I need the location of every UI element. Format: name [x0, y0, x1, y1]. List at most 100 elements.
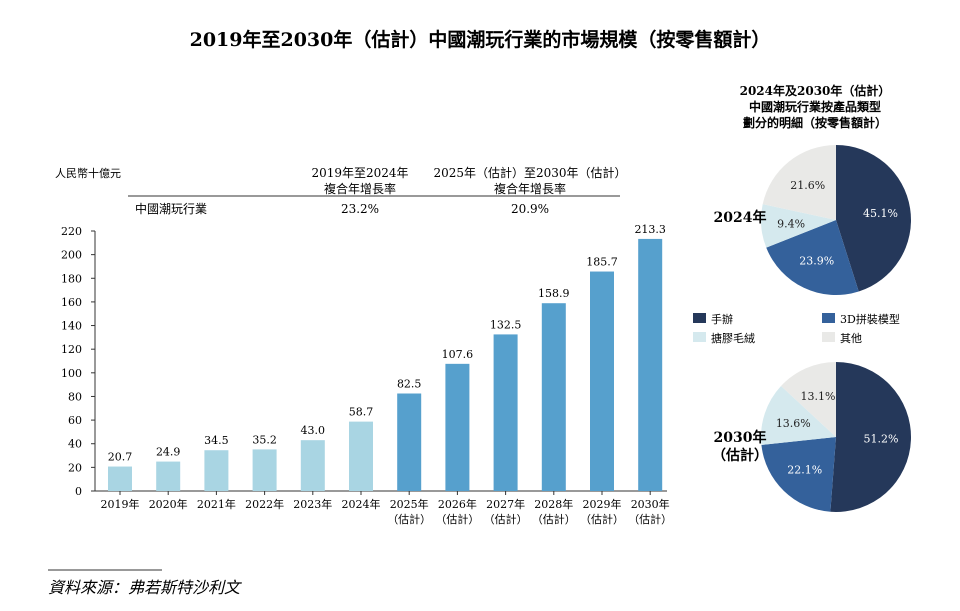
bar-value-label: 213.3 — [634, 223, 666, 236]
pie-year-label: 2030年 — [714, 429, 767, 446]
x-tick-label: （估計） — [532, 512, 576, 526]
pie-year-label: （估計） — [712, 447, 768, 464]
pie-title-line: 中國潮玩行業按產品類型 — [749, 99, 881, 114]
x-tick-label: 2030年 — [631, 497, 670, 511]
bar-value-label: 132.5 — [490, 318, 522, 331]
x-tick-label: （估計） — [435, 512, 479, 526]
y-tick-label: 140 — [61, 320, 82, 333]
y-tick-label: 180 — [61, 272, 82, 285]
x-tick-label: 2023年 — [293, 497, 332, 511]
x-tick-label: 2029年 — [583, 497, 622, 511]
y-tick-label: 100 — [61, 367, 82, 380]
y-tick-label: 220 — [61, 225, 82, 238]
bar-value-label: 82.5 — [397, 378, 422, 391]
legend-swatch — [693, 332, 706, 342]
pie-chart: 51.2% 22.1% 13.6% 13.1% 2030年（估計） — [712, 362, 911, 512]
x-tick-label: 2020年 — [149, 497, 188, 511]
pie-slice — [830, 362, 911, 512]
x-tick-label: 2024年 — [342, 497, 381, 511]
pie-slice — [766, 220, 859, 296]
x-tick-label: （估計） — [387, 512, 431, 526]
x-tick-label: 2019年 — [101, 497, 140, 511]
legend-swatch — [822, 332, 835, 342]
y-tick-label: 200 — [61, 249, 82, 262]
pie-slice — [762, 145, 836, 220]
legend-label: 搪膠毛絨 — [711, 331, 755, 345]
unit-label: 人民幣十億元 — [55, 166, 121, 180]
bar-value-label: 58.7 — [349, 406, 374, 419]
pie-slice-label: 13.1% — [801, 390, 836, 403]
cagr-header: 2025年（估計）至2030年（估計） — [433, 165, 626, 180]
bar — [156, 461, 181, 491]
cagr-value: 23.2% — [341, 202, 379, 216]
bar — [493, 334, 518, 491]
cagr-row-label: 中國潮玩行業 — [135, 201, 207, 216]
bar — [638, 238, 663, 491]
legend-swatch — [822, 313, 835, 323]
bar — [252, 449, 277, 491]
pie-title-line: 2024年及2030年（估計） — [740, 83, 891, 98]
y-tick-label: 0 — [75, 485, 82, 498]
bar-value-label: 185.7 — [586, 256, 618, 269]
bar-value-label: 43.0 — [301, 424, 326, 437]
legend-label: 手辦 — [711, 312, 733, 326]
y-tick-label: 60 — [68, 414, 82, 427]
x-tick-label: （估計） — [580, 512, 624, 526]
legend-swatch — [693, 313, 706, 323]
pie-slice-label: 23.9% — [799, 255, 834, 268]
pie-chart: 45.1% 23.9% 9.4% 21.6% 2024年 — [714, 145, 911, 296]
y-tick-label: 160 — [61, 296, 82, 309]
cagr-header: 2019年至2024年 — [311, 166, 408, 180]
y-tick-label: 80 — [68, 390, 82, 403]
bar — [397, 393, 422, 491]
bar — [590, 271, 614, 491]
bar — [108, 466, 132, 491]
x-tick-label: 2022年 — [245, 497, 284, 511]
y-tick-label: 120 — [61, 343, 82, 356]
y-tick-label: 20 — [68, 461, 82, 474]
x-tick-label: 2025年 — [390, 497, 429, 511]
x-tick-label: 2021年 — [197, 497, 236, 511]
pie-slice-label: 45.1% — [863, 207, 898, 220]
x-tick-label: 2027年 — [486, 497, 525, 511]
pie-title-line: 劃分的明細（按零售額計） — [743, 115, 887, 130]
bar-value-label: 107.6 — [442, 348, 474, 361]
bar — [541, 303, 566, 491]
cagr-value: 20.9% — [511, 202, 549, 216]
pie-slice — [781, 362, 836, 437]
bar-value-label: 158.9 — [538, 287, 570, 300]
pie-slice-label: 13.6% — [776, 417, 811, 430]
pie-slice-label: 21.6% — [790, 179, 825, 192]
bar-value-label: 20.7 — [108, 451, 133, 464]
bar — [300, 440, 325, 491]
y-tick-label: 40 — [68, 438, 82, 451]
bar — [204, 450, 229, 491]
pie-slice — [761, 204, 836, 248]
bar-value-label: 24.9 — [156, 446, 181, 459]
pie-slice-label: 22.1% — [787, 463, 822, 476]
bar-value-label: 35.2 — [252, 433, 277, 446]
legend-label: 3D拼裝模型 — [840, 312, 900, 326]
pie-slice-label: 9.4% — [777, 218, 805, 231]
bar — [445, 363, 470, 491]
cagr-header: 複合年增長率 — [494, 181, 566, 196]
bar-value-label: 34.5 — [204, 434, 229, 447]
legend-label: 其他 — [840, 332, 862, 345]
pie-slice — [761, 386, 836, 445]
pie-slice-label: 51.2% — [863, 433, 898, 446]
x-tick-label: （估計） — [484, 512, 528, 526]
cagr-table: 2019年至2024年複合年增長率2025年（估計）至2030年（估計）複合年增… — [128, 165, 627, 216]
x-tick-label: 2028年 — [534, 497, 573, 511]
source-note: 資料來源：弗若斯特沙利文 — [48, 578, 242, 597]
x-tick-label: 2026年 — [438, 497, 477, 511]
pie-slice — [761, 437, 836, 512]
cagr-header: 複合年增長率 — [324, 181, 396, 196]
chart-title: 2019年至2030年（估計）中國潮玩行業的市場規模（按零售額計） — [190, 28, 771, 51]
pie-year-label: 2024年 — [714, 209, 767, 226]
pie-slice — [836, 145, 911, 292]
x-tick-label: （估計） — [628, 512, 672, 526]
